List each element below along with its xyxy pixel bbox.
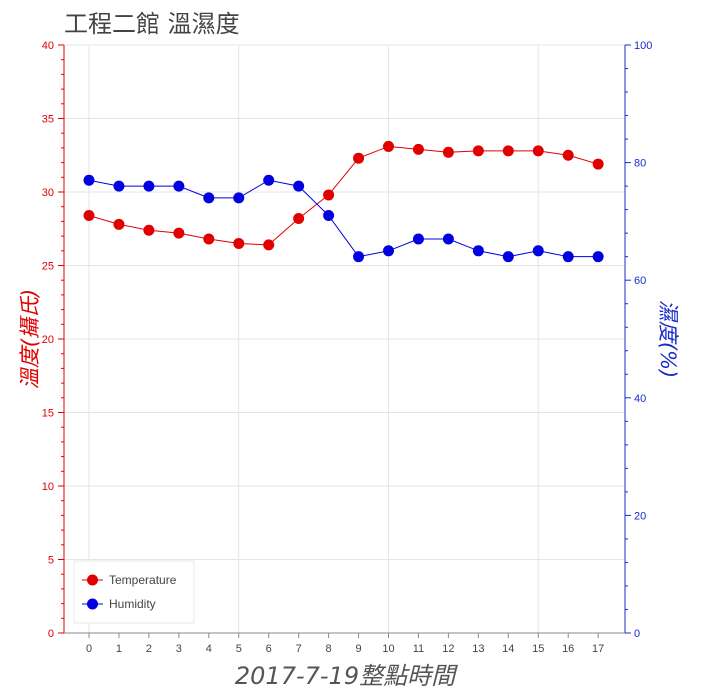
temperature-point — [233, 237, 245, 249]
x-tick-label: 2 — [146, 643, 152, 655]
right-tick-label: 20 — [634, 510, 646, 522]
left-tick-label: 20 — [42, 334, 54, 346]
temperature-point — [562, 149, 574, 161]
humidity-point — [472, 245, 484, 257]
left-tick-label: 40 — [42, 40, 54, 52]
temperature-line — [88, 145, 599, 246]
humidity-point — [323, 210, 335, 222]
x-tick-label: 12 — [442, 643, 454, 655]
chart-title: 工程二館 溫濕度 — [64, 10, 240, 38]
x-tick-label: 8 — [326, 643, 332, 655]
series-layer — [83, 140, 604, 263]
temperature-point — [263, 239, 275, 251]
x-tick-label: 11 — [413, 643, 424, 655]
left-tick-label: 5 — [48, 555, 54, 567]
temperature-point — [143, 224, 155, 236]
temperature-point — [592, 158, 604, 170]
x-tick-label: 6 — [266, 643, 272, 655]
x-tick-label: 3 — [176, 643, 182, 655]
x-tick-label: 16 — [562, 643, 574, 655]
temperature-point — [203, 233, 215, 245]
humidity-point — [263, 174, 275, 186]
legend-humidity-label: Humidity — [109, 597, 156, 611]
x-tick-label: 13 — [472, 643, 484, 655]
left-tick-label: 0 — [48, 628, 54, 640]
humidity-point — [412, 233, 424, 245]
temperature-point — [173, 227, 185, 239]
humidity-point — [442, 233, 454, 245]
left-tick-label: 30 — [42, 187, 54, 199]
humidity-point — [113, 180, 125, 192]
humidity-point — [383, 245, 394, 257]
humidity-point — [592, 251, 604, 263]
x-tick-label: 5 — [236, 643, 242, 655]
humidity-point — [83, 174, 95, 186]
humidity-point — [293, 180, 305, 192]
legend-box — [73, 560, 195, 624]
x-tick-label: 1 — [116, 643, 122, 655]
legend-temperature-label: Temperature — [109, 573, 177, 587]
humidity-point — [233, 192, 245, 204]
x-tick-label: 7 — [296, 643, 302, 655]
grid — [64, 44, 625, 634]
temperature-point — [83, 210, 95, 222]
temperature-point — [323, 189, 335, 201]
x-tick-label: 17 — [592, 643, 604, 655]
x-tick-label: 15 — [532, 643, 544, 655]
legend-humidity-marker — [87, 598, 98, 610]
temperature-point — [293, 212, 305, 224]
legend-temperature-marker — [87, 574, 98, 586]
temperature-point — [412, 143, 424, 155]
right-tick-label: 0 — [634, 628, 640, 640]
left-tick-label: 10 — [42, 481, 54, 493]
y-axis-label-right: 濕度(%) — [656, 300, 680, 378]
humidity-point — [562, 251, 574, 263]
x-axis-label: 2017-7-19整點時間 — [235, 662, 458, 690]
x-tick-label: 0 — [86, 643, 92, 655]
x-tick-label: 4 — [206, 643, 212, 655]
right-tick-label: 80 — [634, 158, 646, 170]
left-tick-label: 35 — [42, 114, 54, 126]
x-tick-label: 10 — [382, 643, 394, 655]
right-tick-label: 60 — [634, 275, 646, 287]
humidity-point — [502, 251, 514, 263]
x-tick-label: 9 — [355, 643, 361, 655]
temperature-point — [383, 140, 394, 152]
right-y-ticks: 0 20 40 60 80 100 — [625, 40, 652, 640]
x-ticks: 0 1 2 3 4 5 6 7 8 9 10 11 12 13 14 15 16 17 — [86, 633, 604, 655]
humidity-point — [353, 251, 365, 263]
humidity-point — [173, 180, 185, 192]
right-tick-label: 100 — [634, 40, 652, 52]
left-y-ticks: 0 5 10 15 20 25 30 35 40 — [42, 40, 64, 640]
right-tick-label: 40 — [634, 393, 646, 405]
temperature-point — [442, 146, 454, 158]
humidity-point — [203, 192, 215, 204]
temperature-point — [472, 145, 484, 157]
legend: Temperature Humidity — [73, 560, 195, 624]
temperature-point — [353, 152, 365, 164]
humidity-point — [532, 245, 544, 257]
temperature-point — [113, 218, 125, 230]
left-tick-label: 15 — [42, 408, 54, 420]
x-tick-label: 14 — [502, 643, 514, 655]
y-axis-label-left: 溫度(攝氏) — [18, 289, 42, 389]
left-tick-label: 25 — [42, 261, 54, 273]
temperature-point — [532, 145, 544, 157]
temperature-point — [502, 145, 514, 157]
humidity-point — [143, 180, 155, 192]
